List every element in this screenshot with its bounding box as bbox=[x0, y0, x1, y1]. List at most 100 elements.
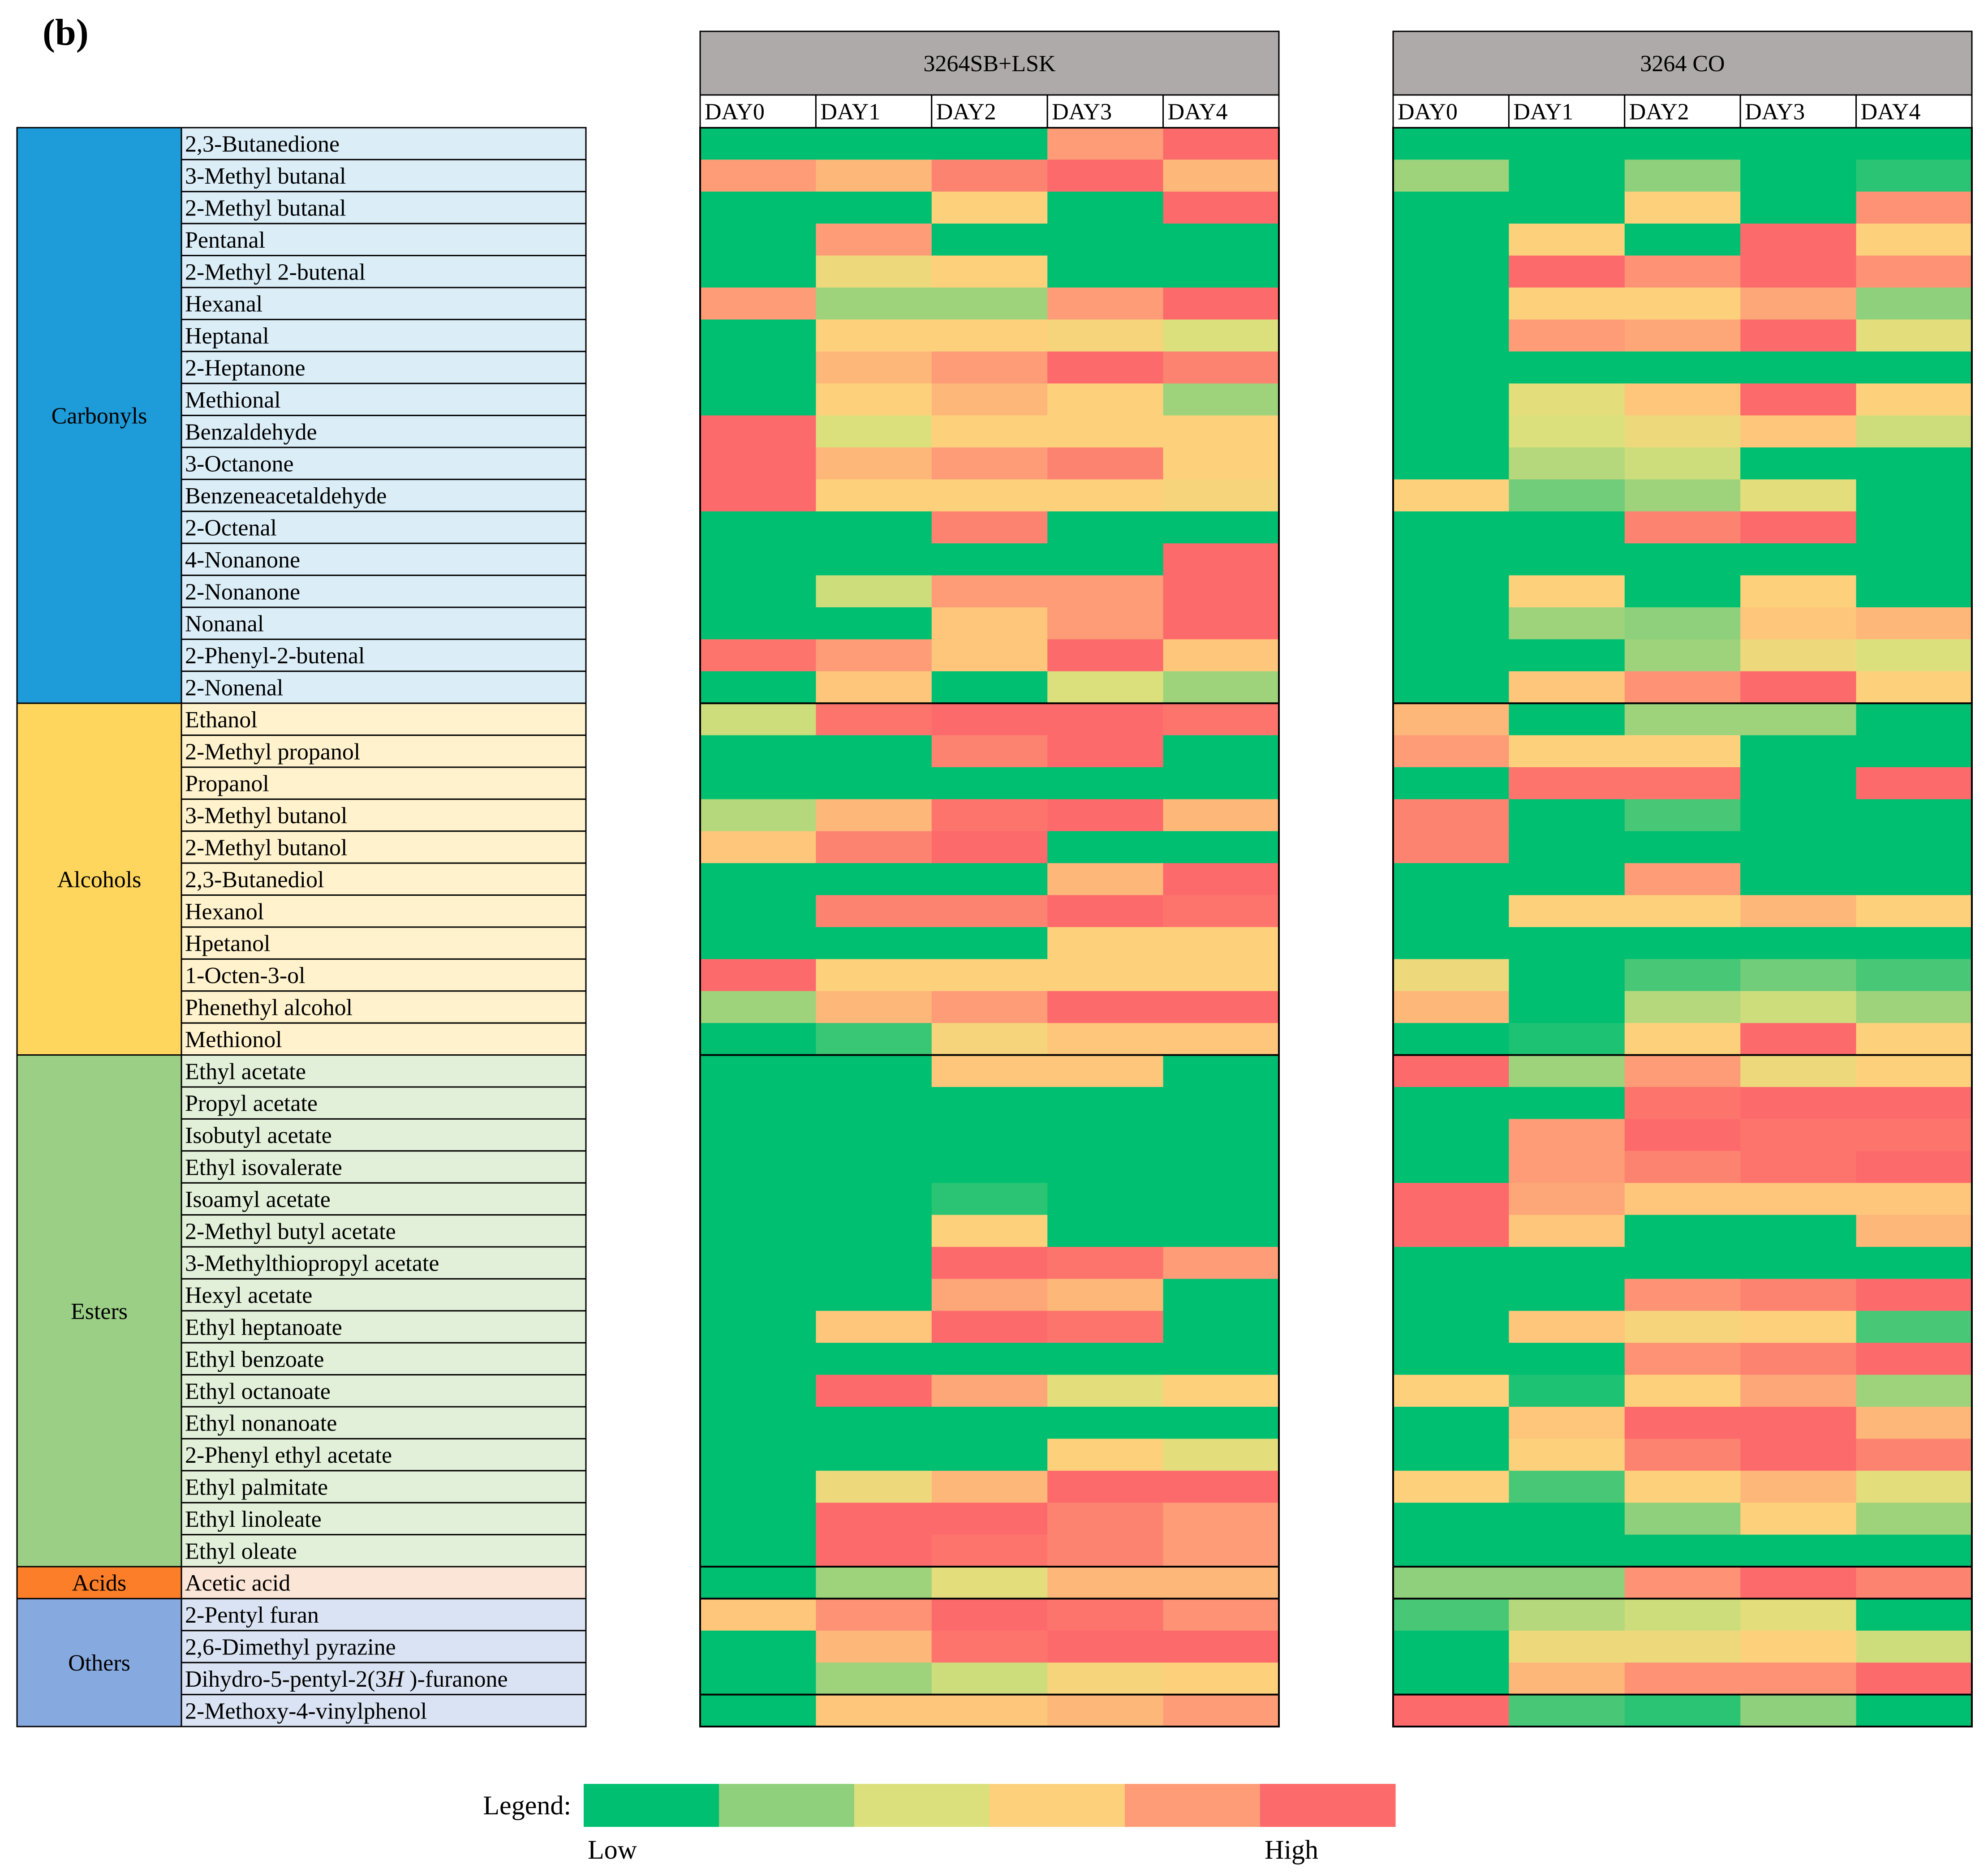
heatmap-cell-3264-co-ethyl-oleate-day0 bbox=[1393, 1534, 1509, 1567]
heatmap-cell-3264sb-lsk-3-octanone-day2 bbox=[931, 447, 1048, 480]
heatmap-cell-3264sb-lsk-2-nonenal-day1 bbox=[816, 671, 932, 704]
heatmap-cell-3264-co-isobutyl-acetate-day1 bbox=[1509, 1119, 1625, 1151]
heatmap-cell-3264-co-nonanal-day3 bbox=[1740, 607, 1857, 640]
heatmap-cell-3264sb-lsk-ethyl-nonanoate-day1 bbox=[816, 1407, 932, 1439]
heatmap-cell-3264sb-lsk-isobutyl-acetate-day0 bbox=[700, 1119, 816, 1151]
heatmap-cell-3264-co-hpetanol-day2 bbox=[1624, 927, 1741, 959]
heatmap-cell-3264-co-benzaldehyde-day2 bbox=[1624, 415, 1741, 448]
day-label-day1: DAY1 bbox=[820, 99, 880, 125]
heatmap-cell-3264-co-methionol-day2 bbox=[1624, 1023, 1741, 1056]
heatmap-cell-3264-co-2-6-dimethyl-pyrazine-day4 bbox=[1856, 1630, 1972, 1663]
heatmap-cell-3264-co-heptanal-day0 bbox=[1393, 319, 1509, 352]
heatmap-cell-3264-co-2-octenal-day4 bbox=[1856, 511, 1972, 544]
heatmap-cell-3264sb-lsk-hexyl-acetate-day4 bbox=[1163, 1279, 1279, 1311]
heatmap-cell-3264sb-lsk-3-methyl-butanol-day2 bbox=[931, 799, 1048, 832]
heatmap-cell-3264sb-lsk-ethyl-nonanoate-day3 bbox=[1047, 1407, 1164, 1439]
heatmap-cell-3264sb-lsk-2-phenyl-ethyl-acetate-day0 bbox=[700, 1439, 816, 1471]
heatmap-cell-3264sb-lsk-hexanal-day1 bbox=[816, 288, 932, 320]
heatmap-cell-3264-co-ethyl-heptanoate-day1 bbox=[1509, 1310, 1625, 1343]
heatmap-cell-3264sb-lsk-2-6-dimethyl-pyrazine-day3 bbox=[1047, 1630, 1164, 1663]
heatmap-cell-3264-co-ethyl-isovalerate-day3 bbox=[1740, 1151, 1857, 1183]
heatmap-cell-3264sb-lsk-hexanal-day4 bbox=[1163, 288, 1279, 320]
heatmap-cell-3264-co-2-phenyl-ethyl-acetate-day1 bbox=[1509, 1439, 1625, 1471]
compound-row bbox=[181, 1502, 587, 1536]
heatmap-cells-layer bbox=[699, 127, 1973, 1727]
heatmap-cell-3264sb-lsk-methionol-day4 bbox=[1163, 1023, 1279, 1056]
heatmap-cell-3264-co-2-methoxy-4-vinylphenol-day1 bbox=[1509, 1694, 1625, 1727]
heatmap-cell-3264-co-2-methyl-butanal-day2 bbox=[1624, 191, 1741, 224]
heatmap-cell-3264sb-lsk-isoamyl-acetate-day3 bbox=[1047, 1183, 1164, 1216]
day-label-day2: DAY2 bbox=[1629, 99, 1689, 125]
heatmap-cell-3264sb-lsk-hexanal-day2 bbox=[931, 288, 1048, 320]
compound-label-2-methyl-butyl-acetate: 2-Methyl butyl acetate bbox=[185, 1219, 396, 1244]
heatmap-cell-3264sb-lsk-ethyl-octanoate-day0 bbox=[700, 1375, 816, 1407]
heatmap-cell-3264sb-lsk-2-3-butanedione-day4 bbox=[1163, 128, 1279, 160]
compound-label-2-methyl-butanal: 2-Methyl butanal bbox=[185, 196, 346, 221]
heatmap-cell-3264-co-1-octen-3-ol-day2 bbox=[1624, 959, 1741, 992]
heatmap-cell-3264sb-lsk-heptanal-day3 bbox=[1047, 319, 1164, 352]
compound-label-ethanol: Ethanol bbox=[185, 707, 258, 733]
heatmap-cell-3264sb-lsk-2-methoxy-4-vinylphenol-day2 bbox=[931, 1694, 1048, 1727]
compound-label-methional: Methional bbox=[185, 387, 281, 413]
heatmap-cell-3264sb-lsk-2-phenyl-2-butenal-day3 bbox=[1047, 639, 1164, 672]
heatmap-cell-3264sb-lsk-methionol-day3 bbox=[1047, 1023, 1164, 1056]
compound-label-phenethyl-alcohol: Phenethyl alcohol bbox=[185, 995, 353, 1021]
heatmap-cell-3264-co-ethyl-heptanoate-day4 bbox=[1856, 1310, 1972, 1343]
heatmap-cell-3264sb-lsk-ethyl-linoleate-day2 bbox=[931, 1503, 1048, 1535]
heatmap-cell-3264sb-lsk-2-methyl-butyl-acetate-day1 bbox=[816, 1215, 932, 1247]
heatmap-cell-3264sb-lsk-2-methyl-propanol-day1 bbox=[816, 735, 932, 768]
heatmap-cell-3264-co-2-pentyl-furan-day3 bbox=[1740, 1598, 1857, 1631]
heatmap-cell-3264sb-lsk-ethyl-palmitate-day1 bbox=[816, 1470, 932, 1503]
heatmap-cell-3264sb-lsk-isobutyl-acetate-day4 bbox=[1163, 1119, 1279, 1151]
compound-row bbox=[181, 1310, 587, 1344]
heatmap-cell-3264-co-hpetanol-day4 bbox=[1856, 927, 1972, 959]
heatmap-cell-3264sb-lsk-hexyl-acetate-day3 bbox=[1047, 1279, 1164, 1311]
heatmap-cell-3264-co-2-3-butanediol-day4 bbox=[1856, 863, 1972, 896]
heatmap-cell-3264sb-lsk-nonanal-day4 bbox=[1163, 607, 1279, 640]
compound-label-3-methyl-butanal: 3-Methyl butanal bbox=[185, 163, 346, 189]
heatmap-cell-3264sb-lsk-2-pentyl-furan-day0 bbox=[700, 1598, 816, 1631]
heatmap-cell-3264-co-2-methyl-2-butenal-day0 bbox=[1393, 255, 1509, 288]
heatmap-cell-3264-co-2-octenal-day3 bbox=[1740, 511, 1857, 544]
heatmap-cell-3264sb-lsk-heptanal-day2 bbox=[931, 319, 1048, 352]
heatmap-cell-3264sb-lsk-ethyl-nonanoate-day0 bbox=[700, 1407, 816, 1439]
heatmap-cell-3264sb-lsk-3-octanone-day3 bbox=[1047, 447, 1164, 480]
heatmap-cell-3264-co-3-methyl-butanal-day4 bbox=[1856, 159, 1972, 192]
heatmap-cell-3264-co-2-phenyl-2-butenal-day4 bbox=[1856, 639, 1972, 672]
heatmap-cell-3264-co-ethyl-acetate-day1 bbox=[1509, 1055, 1625, 1087]
heatmap-cell-3264sb-lsk-ethyl-oleate-day3 bbox=[1047, 1534, 1164, 1567]
heatmap-cell-3264-co-3-methyl-butanol-day0 bbox=[1393, 799, 1509, 832]
heatmap-cell-3264sb-lsk-3-methyl-butanal-day1 bbox=[816, 159, 932, 192]
heatmap-cell-3264-co-3-methyl-butanal-day3 bbox=[1740, 159, 1857, 192]
heatmap-cell-3264-co-ethanol-day4 bbox=[1856, 703, 1972, 736]
heatmap-cell-3264sb-lsk-pentanal-day1 bbox=[816, 223, 932, 256]
compound-label-2-6-dimethyl-pyrazine: 2,6-Dimethyl pyrazine bbox=[185, 1635, 396, 1660]
heatmap-cell-3264-co-isobutyl-acetate-day0 bbox=[1393, 1119, 1509, 1151]
heatmap-cell-3264-co-3-methyl-butanal-day2 bbox=[1624, 159, 1741, 192]
compound-label-isobutyl-acetate: Isobutyl acetate bbox=[185, 1123, 332, 1148]
heatmap-cell-3264sb-lsk-ethanol-day1 bbox=[816, 703, 932, 736]
compound-row bbox=[181, 191, 587, 224]
heatmap-cell-3264sb-lsk-nonanal-day1 bbox=[816, 607, 932, 640]
heatmap-cell-3264-co-methional-day0 bbox=[1393, 383, 1509, 416]
heatmap-cell-3264-co-2-pentyl-furan-day4 bbox=[1856, 1598, 1972, 1631]
heatmap-cell-3264-co-hpetanol-day0 bbox=[1393, 927, 1509, 959]
heatmap-cell-3264-co-2-methyl-propanol-day0 bbox=[1393, 735, 1509, 768]
compound-row bbox=[181, 1694, 587, 1727]
heatmap-cell-3264sb-lsk-2-methyl-butanol-day4 bbox=[1163, 831, 1279, 863]
compound-label-hpetanol: Hpetanol bbox=[185, 931, 271, 957]
compound-label-benzeneacetaldehyde: Benzeneacetaldehyde bbox=[185, 483, 387, 509]
heatmap-cell-3264sb-lsk-3-methyl-butanol-day4 bbox=[1163, 799, 1279, 832]
heatmap-cell-3264-co-3-methyl-butanol-day4 bbox=[1856, 799, 1972, 832]
heatmap-cell-3264-co-hpetanol-day3 bbox=[1740, 927, 1857, 959]
heatmap-cell-3264sb-lsk-2-methyl-butyl-acetate-day2 bbox=[931, 1215, 1048, 1247]
heatmap-cell-3264sb-lsk-2-methyl-butanol-day2 bbox=[931, 831, 1048, 863]
heatmap-cell-3264sb-lsk-phenethyl-alcohol-day3 bbox=[1047, 991, 1164, 1023]
heatmap-cell-3264-co-2-heptanone-day2 bbox=[1624, 351, 1741, 384]
heatmap-cell-3264-co-ethyl-linoleate-day3 bbox=[1740, 1503, 1857, 1535]
heatmap-cell-3264sb-lsk-ethyl-palmitate-day2 bbox=[931, 1470, 1048, 1503]
group-label-esters: Esters bbox=[71, 1299, 128, 1324]
heatmap-cell-3264sb-lsk-hpetanol-day0 bbox=[700, 927, 816, 959]
heatmap-cell-3264sb-lsk-propyl-acetate-day3 bbox=[1047, 1087, 1164, 1119]
